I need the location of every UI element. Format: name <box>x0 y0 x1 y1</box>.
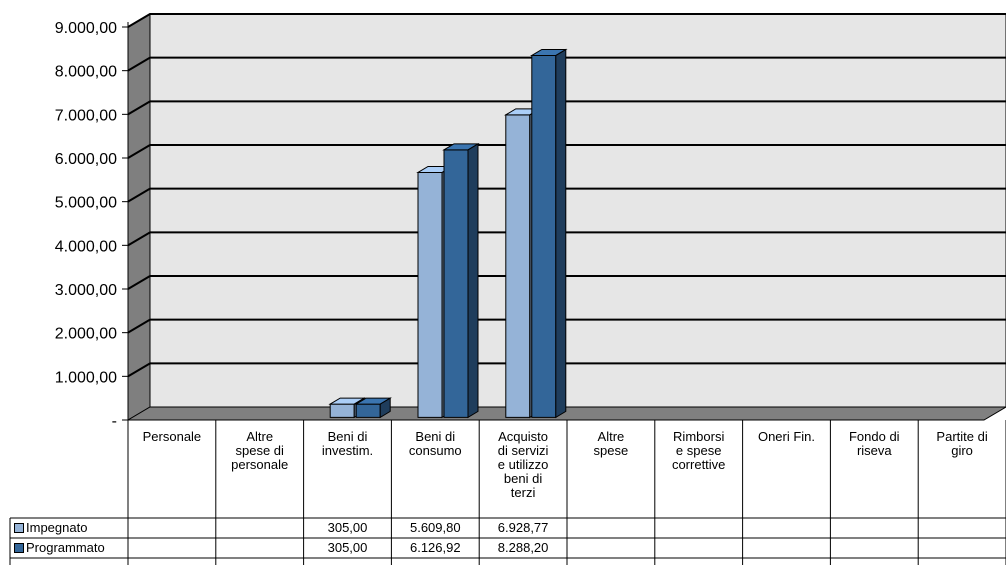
category-label: Acquisto di servizi e utilizzo beni di terzi <box>479 430 567 500</box>
y-tick-label: 7.000,00 <box>55 107 117 124</box>
gridline <box>127 56 1006 72</box>
category-label-line: Altre <box>597 429 625 444</box>
category-label-line: spese di <box>235 443 284 458</box>
category-label-line: Partite di <box>936 429 988 444</box>
category-label: Fondo di riseva <box>830 430 918 458</box>
gridline <box>127 187 1006 203</box>
data-label: 6.126,92 <box>409 540 461 555</box>
category-label-line: spese <box>593 443 629 458</box>
category-label-line: e spese <box>675 443 722 458</box>
category-label-line: personale <box>231 457 289 472</box>
legend-label: Programmato <box>26 540 105 555</box>
category-label: Partite di giro <box>918 430 1006 458</box>
data-label: 8.288,20 <box>497 540 549 555</box>
gridline <box>127 144 1006 159</box>
bar-programmato-2 <box>354 397 393 419</box>
gridline <box>127 318 1006 334</box>
y-tick-label: 3.000,00 <box>55 282 117 299</box>
category-label-line: giro <box>951 443 973 458</box>
y-tick-label: 1.000,00 <box>55 369 117 386</box>
category-label-line: Rimborsi <box>673 429 725 444</box>
category-label-line: consumo <box>408 443 462 458</box>
category-label-line: Fondo di <box>848 429 900 444</box>
legend-key <box>14 523 24 533</box>
legend-label: Impegnato <box>26 520 88 535</box>
category-label-line: Beni di <box>415 429 456 444</box>
category-label: Rimborsi e spese correttive <box>655 430 743 472</box>
category-label-line: Beni di <box>327 429 368 444</box>
gridline <box>127 362 1006 378</box>
bar-programmato-4 <box>529 48 568 419</box>
gridline <box>127 100 1006 116</box>
gridline <box>127 13 1006 28</box>
category-label-line: Altre <box>246 429 274 444</box>
back-wall <box>149 13 1006 408</box>
category-label-line: investim. <box>321 443 374 458</box>
category-label-line: terzi <box>510 485 536 500</box>
legend-programmato: Programmato <box>12 538 105 558</box>
category-label-line: Personale <box>142 429 202 444</box>
data-label: 305,00 <box>327 520 368 535</box>
category-label: Oneri Fin. <box>743 430 831 444</box>
category-label: Altre spese <box>567 430 655 458</box>
y-tick-label: - <box>112 413 117 430</box>
category-label-line: Acquisto <box>498 429 549 444</box>
category-label-line: riseva <box>856 443 892 458</box>
data-label: 305,00 <box>327 540 368 555</box>
side-wall <box>127 13 151 421</box>
category-label-line: di servizi <box>497 443 549 458</box>
category-label: Beni di consumo <box>391 430 479 458</box>
y-tick-label: 4.000,00 <box>55 238 117 255</box>
category-label: Altre spese di personale <box>216 430 304 472</box>
data-label: 6.928,77 <box>497 520 549 535</box>
y-tick-label: 8.000,00 <box>55 64 117 81</box>
category-label: Beni di investim. <box>304 430 392 458</box>
y-tick-label: 9.000,00 <box>55 20 117 37</box>
category-label-line: Oneri Fin. <box>757 429 816 444</box>
y-tick-label: 5.000,00 <box>55 195 117 212</box>
y-tick-label: 6.000,00 <box>55 151 117 168</box>
category-label-line: e utilizzo <box>497 457 549 472</box>
bar-programmato-3 <box>442 142 480 419</box>
category-label-line: beni di <box>503 471 543 486</box>
category-label: Personale <box>128 430 216 444</box>
legend-key <box>14 543 24 553</box>
gridline <box>127 275 1006 290</box>
y-tick-label: 2.000,00 <box>55 326 117 343</box>
category-label-line: correttive <box>671 457 726 472</box>
gridline <box>127 231 1006 247</box>
data-label: 5.609,80 <box>409 520 461 535</box>
legend-impegnato: Impegnato <box>12 518 87 538</box>
floor <box>126 406 1006 421</box>
